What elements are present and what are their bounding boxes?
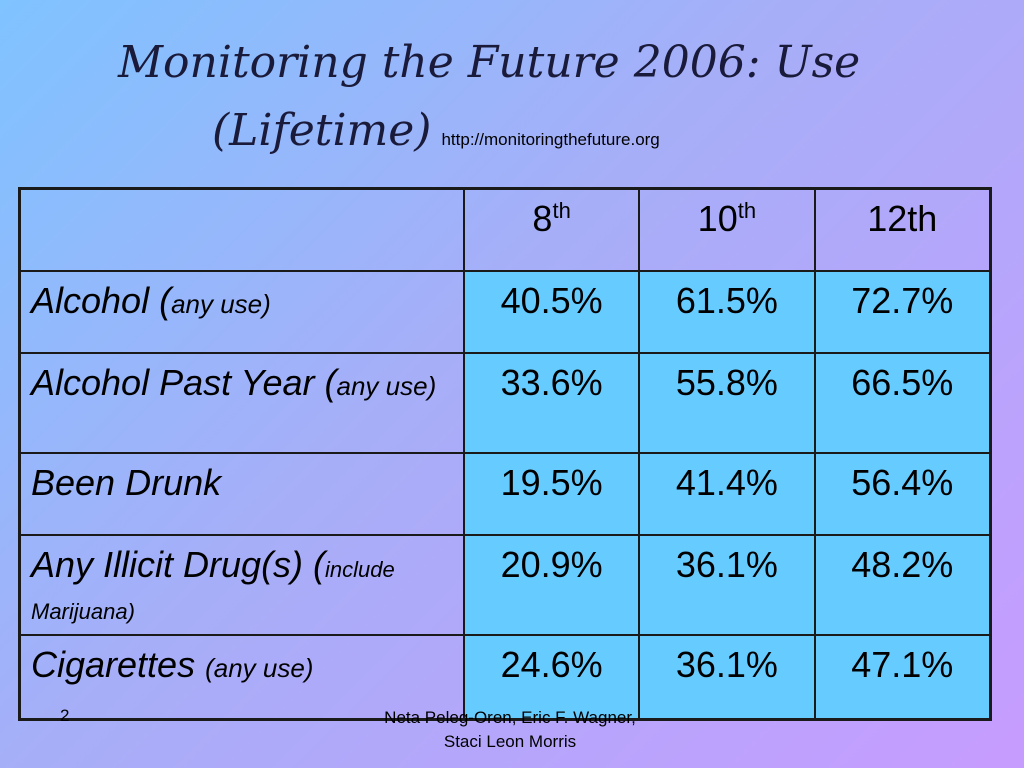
row-label-main: Cigarettes — [31, 643, 206, 685]
title-line-2-text: (Lifetime) — [212, 105, 432, 156]
header-grade-10: 10th — [638, 187, 816, 272]
row-label-main: Any Illicit Drug(s) ( — [31, 543, 326, 585]
row-label: Alcohol Past Year (any use) — [18, 351, 465, 454]
header-grade-8-sup: th — [552, 198, 571, 223]
table-row: Any Illicit Drug(s) (include Marijuana) … — [18, 533, 992, 636]
header-grade-8: 8th — [462, 187, 641, 272]
row-label-paren: any use) — [171, 288, 271, 319]
value-cell: 56.4% — [813, 451, 992, 536]
header-grade-12: 12th — [813, 187, 992, 272]
value-cell: 48.2% — [813, 533, 992, 636]
row-label: Alcohol (any use) — [18, 269, 465, 354]
value-cell: 47.1% — [813, 633, 992, 721]
header-grade-12-base: 12th — [867, 198, 938, 239]
value-cell: 66.5% — [813, 351, 992, 454]
value-cell: 55.8% — [638, 351, 816, 454]
header-grade-10-base: 10 — [697, 198, 738, 239]
author-line-1: Neta Peleg-Oren, Eric F. Wagner, — [384, 708, 636, 727]
value-cell: 24.6% — [462, 633, 641, 721]
usage-table: 8th 10th 12th Alcohol (any use) 40.5% 61… — [18, 187, 992, 721]
row-label: Been Drunk — [18, 451, 465, 536]
title-line-1: Monitoring the Future 2006: Use — [118, 37, 861, 88]
value-cell: 61.5% — [638, 269, 816, 354]
table-row: Alcohol (any use) 40.5% 61.5% 72.7% — [18, 269, 992, 354]
table-row: Been Drunk 19.5% 41.4% 56.4% — [18, 451, 992, 536]
header-empty-cell — [18, 187, 465, 272]
value-cell: 36.1% — [638, 533, 816, 636]
header-grade-10-sup: th — [737, 198, 757, 223]
value-cell: 20.9% — [462, 533, 641, 636]
row-label-main: Been Drunk — [31, 461, 222, 503]
page-number: 2 — [60, 706, 70, 725]
row-label: Any Illicit Drug(s) (include Marijuana) — [18, 533, 465, 636]
row-label-main: Alcohol Past Year ( — [31, 361, 337, 403]
table-row: Alcohol Past Year (any use) 33.6% 55.8% … — [18, 351, 992, 454]
source-url[interactable]: http://monitoringthefuture.org — [441, 130, 660, 149]
row-label: Cigarettes (any use) — [18, 633, 465, 721]
value-cell: 19.5% — [462, 451, 641, 536]
author-credit: Neta Peleg-Oren, Eric F. Wagner, Staci L… — [360, 706, 660, 754]
value-cell: 36.1% — [638, 633, 816, 721]
row-label-main: Alcohol ( — [31, 279, 172, 321]
table-header-row: 8th 10th 12th — [18, 187, 992, 272]
header-grade-8-base: 8 — [532, 198, 553, 239]
value-cell: 41.4% — [638, 451, 816, 536]
value-cell: 40.5% — [462, 269, 641, 354]
value-cell: 33.6% — [462, 351, 641, 454]
title-line-2: (Lifetime) http://monitoringthefuture.org — [212, 98, 660, 173]
row-label-paren: (any use) — [205, 652, 314, 683]
row-label-paren: include Marijuana) — [31, 556, 395, 624]
value-cell: 72.7% — [813, 269, 992, 354]
table-row: Cigarettes (any use) 24.6% 36.1% 47.1% — [18, 633, 992, 721]
author-line-2: Staci Leon Morris — [443, 732, 577, 751]
row-label-paren: any use) — [336, 370, 437, 401]
